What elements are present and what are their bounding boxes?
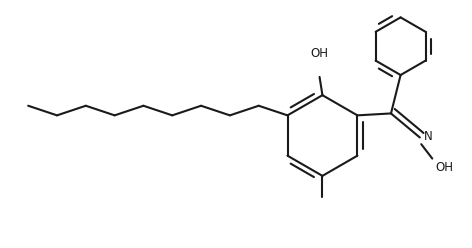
Text: OH: OH: [311, 47, 329, 60]
Text: OH: OH: [435, 161, 453, 174]
Text: N: N: [424, 130, 432, 143]
